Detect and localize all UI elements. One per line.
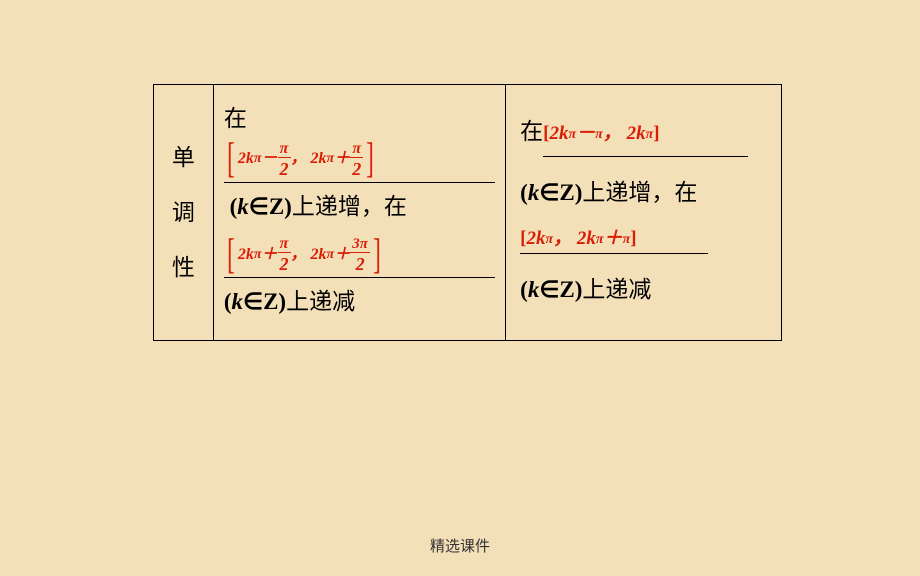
middle-line1: 在 — [224, 97, 495, 141]
row-label: 单 调 性 — [154, 110, 213, 316]
label-char-2: 调 — [154, 185, 213, 240]
middle-cond2: (k∈Z)上递减 — [224, 280, 495, 324]
footer-text: 精选课件 — [0, 535, 920, 556]
middle-cond1: (k∈Z)上递增，在 — [224, 185, 495, 229]
row-label-cell: 单 调 性 — [154, 85, 214, 341]
fraction: π2 — [350, 141, 363, 178]
cosine-decreasing-interval-wrap: [2kπ， 2kπ＋π] — [520, 215, 769, 254]
cosine-decreasing-interval: [2kπ， 2kπ＋π] — [520, 223, 708, 254]
sine-decreasing-interval: [2kπ＋π2， 2kπ＋3π2] — [224, 236, 495, 278]
interval-expression: [2kπ＋π2， 2kπ＋3π2] — [224, 246, 384, 263]
cosine-increasing-interval: [2kπ－π， 2kπ] — [543, 110, 748, 158]
right-cond2: (k∈Z)上递减 — [520, 268, 769, 312]
fraction: π2 — [278, 141, 291, 178]
fraction: 3π2 — [350, 237, 370, 273]
cosine-monotonicity-cell: 在 [2kπ－π， 2kπ] (k∈Z)上递增，在 [2kπ， 2kπ＋π] (… — [506, 85, 782, 341]
interval-expression: [2kπ， 2kπ＋π] — [520, 228, 636, 249]
label-char-1: 单 — [154, 130, 213, 185]
sine-monotonicity-cell: 在 [2kπ－π2， 2kπ＋π2] (k∈Z)上递增，在 [2kπ＋π2， 2… — [213, 85, 505, 341]
fraction: π2 — [278, 236, 291, 273]
label-char-3: 性 — [154, 240, 213, 295]
right-line1: 在 [2kπ－π， 2kπ] — [520, 110, 769, 158]
interval-expression: [2kπ－π， 2kπ] — [543, 123, 659, 144]
sine-increasing-interval: [2kπ－π2， 2kπ＋π2] — [224, 141, 495, 183]
right-cond1: (k∈Z)上递增，在 — [520, 171, 769, 215]
monotonicity-table: 单 调 性 在 [2kπ－π2， 2kπ＋π2] (k∈Z)上递增，在 [2kπ… — [153, 84, 782, 341]
interval-expression: [2kπ－π2， 2kπ＋π2] — [224, 150, 377, 167]
